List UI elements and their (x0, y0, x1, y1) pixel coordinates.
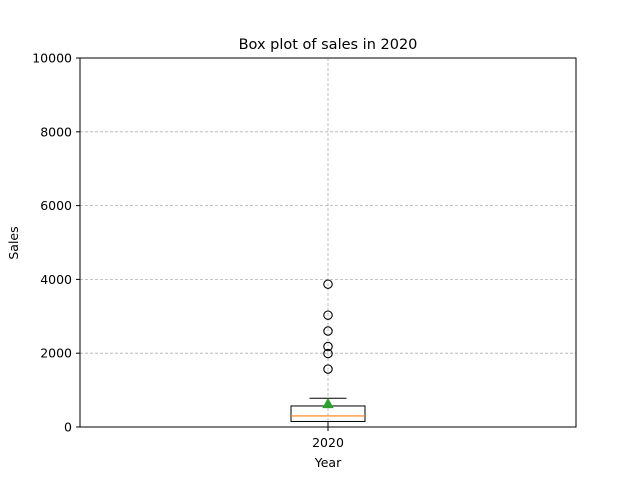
x-axis-ticks: 2020 (312, 427, 344, 450)
mean-marker (322, 397, 334, 409)
box-element (290, 279, 366, 428)
outlier-point (323, 348, 333, 359)
y-tick-label: 6000 (40, 198, 72, 213)
outlier-point (323, 310, 333, 320)
outlier-point (323, 364, 333, 374)
grid-lines (80, 58, 576, 427)
y-tick-label: 4000 (40, 272, 72, 287)
x-tick-label: 2020 (312, 435, 344, 450)
x-axis-label: Year (314, 455, 342, 470)
outlier-point (323, 326, 333, 336)
y-tick-label: 2000 (40, 346, 72, 361)
y-tick-label: 10000 (32, 51, 72, 66)
y-axis-label: Sales (6, 226, 21, 259)
y-axis-ticks: 0 2000 4000 6000 8000 10000 (32, 51, 80, 435)
outlier-point (323, 279, 333, 289)
outlier-point (323, 341, 333, 352)
y-tick-label: 8000 (40, 124, 72, 139)
chart-title: Box plot of sales in 2020 (239, 37, 418, 53)
y-tick-label: 0 (64, 420, 72, 435)
